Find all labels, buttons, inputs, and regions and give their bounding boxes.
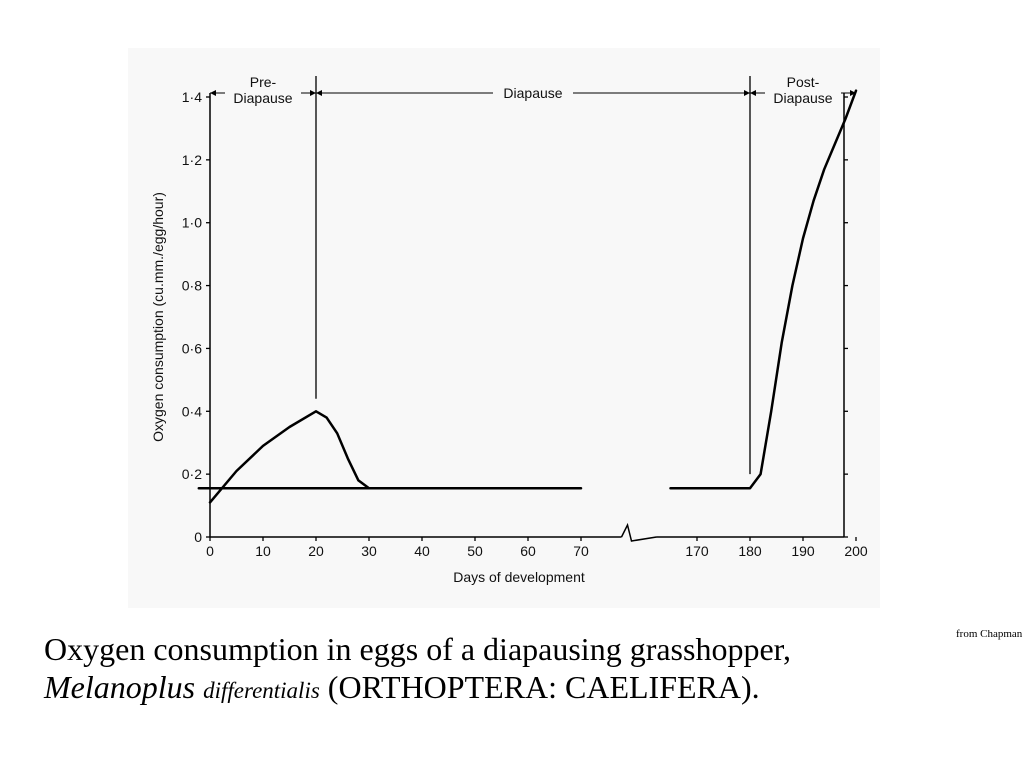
- source-credit: from Chapman 1971: [956, 628, 1024, 640]
- phase-arrowhead: [316, 90, 322, 96]
- y-tick-label: 0·6: [182, 340, 202, 356]
- phase-arrowhead: [310, 90, 316, 96]
- phase-arrowhead: [750, 90, 756, 96]
- x-tick-label: 60: [520, 543, 536, 559]
- caption-line: Oxygen consumption in eggs of a diapausi…: [44, 631, 792, 667]
- y-tick-label: 0·8: [182, 278, 202, 294]
- y-axis-title: Oxygen consumption (cu.mm./egg/hour): [150, 192, 166, 442]
- y-tick-label: 1·2: [182, 152, 202, 168]
- x-tick-label: 200: [844, 543, 868, 559]
- oxygen-consumption-line: [197, 410, 583, 504]
- caption-genus: Melanoplus: [44, 669, 196, 705]
- y-tick-label: 0·2: [182, 466, 202, 482]
- x-tick-label: 20: [308, 543, 324, 559]
- phase-label: Diapause: [773, 90, 832, 106]
- x-tick-label: 30: [361, 543, 377, 559]
- phase-label: Diapause: [503, 85, 562, 101]
- phase-label: Diapause: [233, 90, 292, 106]
- x-axis-title: Days of development: [453, 569, 585, 585]
- x-tick-label: 40: [414, 543, 430, 559]
- x-tick-label: 10: [255, 543, 271, 559]
- y-tick-label: 1·4: [182, 89, 202, 105]
- y-tick-label: 0·4: [182, 403, 202, 419]
- x-tick-label: 50: [467, 543, 483, 559]
- x-tick-label: 180: [738, 543, 762, 559]
- x-tick-label: 0: [206, 543, 214, 559]
- figure-panel: 0 0·2 0·4 0·6 0·8 1·0 1·2 1·4 0 10 20 30 40 50 60 70 170…: [128, 48, 1024, 640]
- x-tick-label: 70: [573, 543, 589, 559]
- caption-period: .: [751, 669, 760, 705]
- phase-arrowhead: [850, 90, 856, 96]
- y-tick-label: 1·0: [182, 215, 202, 231]
- phase-arrowhead: [210, 90, 216, 96]
- phase-label: Post-: [787, 74, 820, 90]
- y-tick-label: 0: [194, 529, 202, 545]
- x-tick-label: 190: [791, 543, 815, 559]
- x-axis-break-mark: [620, 522, 657, 542]
- phase-arrowhead: [744, 90, 750, 96]
- phase-label: Pre-: [250, 74, 277, 90]
- x-tick-label: 170: [685, 543, 709, 559]
- oxygen-consumption-line: [669, 89, 858, 490]
- figure-caption: Oxygen consumption in eggs of a diapausi…: [44, 630, 1004, 710]
- caption-order: (ORTHOPTERA: CAELIFERA): [327, 669, 752, 705]
- caption-species: differentialis: [203, 678, 320, 703]
- oxygen-consumption-chart: 0 0·2 0·4 0·6 0·8 1·0 1·2 1·4 0 10 20 30 40 50 60 70 170…: [150, 74, 868, 585]
